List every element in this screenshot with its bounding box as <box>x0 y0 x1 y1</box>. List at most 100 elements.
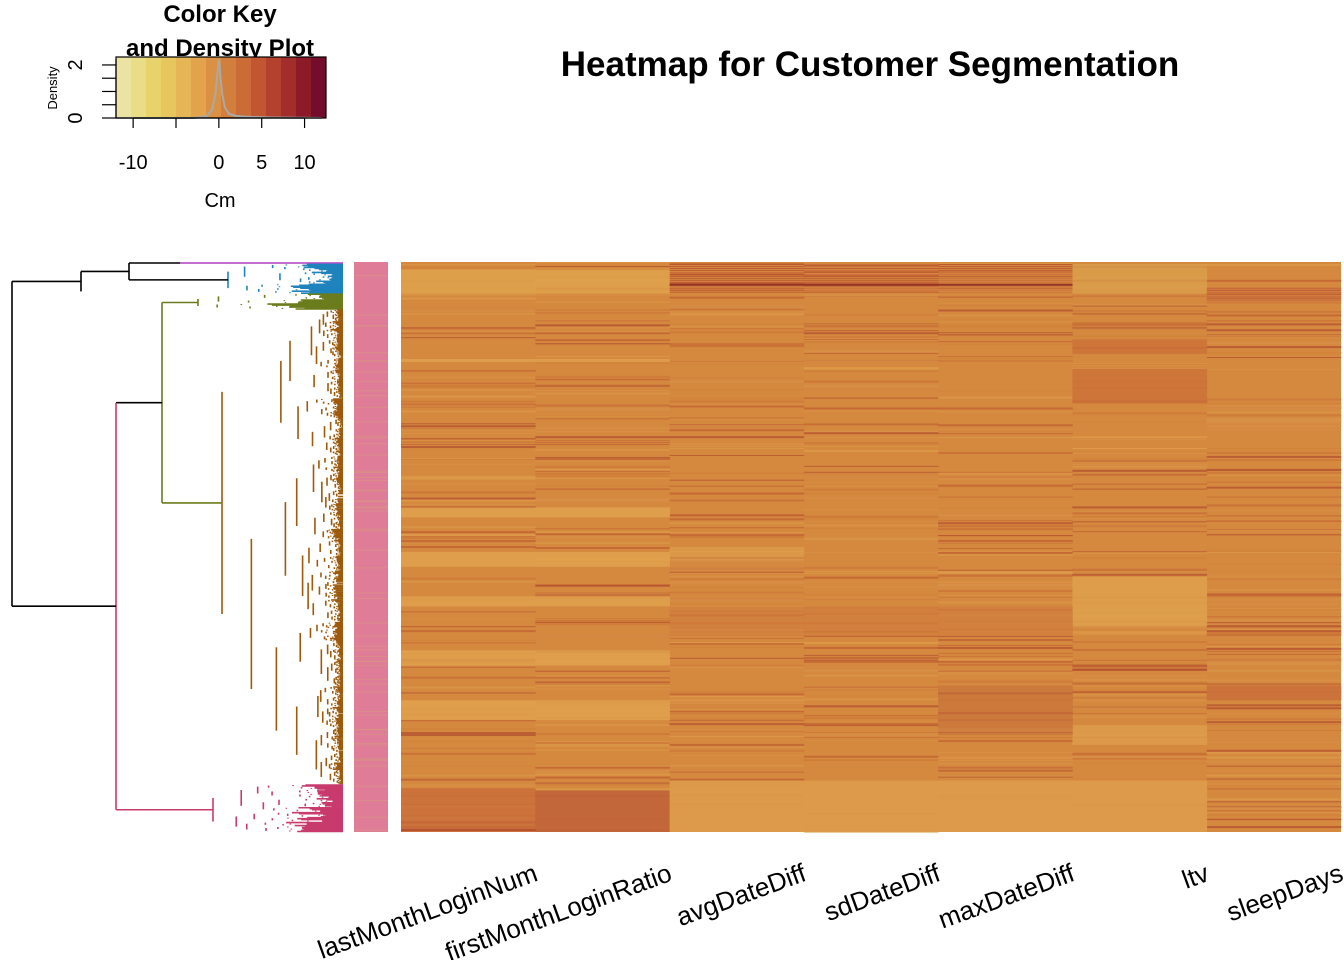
heatmap-cell-band <box>938 636 1073 638</box>
heatmap-cell-band <box>1206 593 1342 595</box>
heatmap-cell-band <box>401 618 536 620</box>
heatmap-cell-band <box>401 429 536 432</box>
heatmap-cell-band <box>669 642 805 645</box>
heatmap-cell-band <box>1072 412 1208 415</box>
heatmap-cell-band <box>401 580 536 583</box>
heatmap-cell-band <box>535 764 670 767</box>
heatmap-cell-band <box>1072 452 1208 454</box>
heatmap-cell-band <box>803 524 939 527</box>
heatmap-cell-band <box>1206 563 1342 565</box>
heatmap-cell-band <box>535 650 670 666</box>
heatmap-cell-band <box>1072 757 1208 760</box>
heatmap-cell-band <box>401 438 536 440</box>
heatmap-cell-band <box>669 736 805 737</box>
heatmap-cell-band <box>535 782 670 785</box>
heatmap-cell-band <box>669 485 805 487</box>
heatmap-cell-band <box>401 497 536 500</box>
heatmap-cell-band <box>803 270 939 272</box>
heatmap-cell-band <box>535 744 670 747</box>
heatmap-cell-band <box>938 343 1073 346</box>
heatmap-cell-band <box>1206 452 1342 454</box>
heatmap-cell-band <box>669 281 805 283</box>
heatmap-cell-band <box>803 757 939 760</box>
heatmap-cell-band <box>938 514 1073 517</box>
heatmap-cell-band <box>803 509 939 511</box>
heatmap-cell-band <box>1072 659 1208 661</box>
heatmap-cell-band <box>669 536 805 539</box>
heatmap-cell-band <box>401 507 536 518</box>
heatmap-cell-band <box>803 685 939 687</box>
heatmap-cell-band <box>669 514 805 517</box>
heatmap-cell-band <box>803 475 939 478</box>
heatmap-cell-band <box>535 384 670 386</box>
heatmap-cell-band <box>401 463 536 465</box>
heatmap-cell-band <box>535 417 670 420</box>
heatmap-cell-band <box>1072 633 1208 636</box>
heatmap-cell-band <box>401 475 536 477</box>
heatmap-cell-band <box>1072 665 1208 668</box>
row-side-color-stripe <box>354 714 388 716</box>
heatmap-cell-band <box>803 339 939 341</box>
heatmap-cell-band <box>535 294 670 296</box>
heatmap-cell-band <box>535 624 670 626</box>
heatmap-cell-band <box>535 594 670 596</box>
heatmap-cell-band <box>938 496 1073 498</box>
heatmap-cell-band <box>535 440 670 442</box>
heatmap-cell-band <box>1206 647 1342 650</box>
row-side-color-stripe <box>354 645 388 647</box>
heatmap-cell-band <box>1072 778 1208 780</box>
heatmap-cell-band <box>1072 324 1208 327</box>
heatmap-cell-band <box>1072 322 1208 325</box>
heatmap-cell-band <box>803 492 939 495</box>
heatmap-cell-band <box>669 598 805 601</box>
heatmap-cell-band <box>938 276 1073 278</box>
heatmap-cell-band <box>1206 630 1342 633</box>
heatmap-cell-band <box>803 516 939 518</box>
heatmap-cell-band <box>1072 576 1208 627</box>
heatmap-cell-band <box>1206 414 1342 417</box>
heatmap-cell-band <box>535 456 670 458</box>
heatmap-cell-band <box>669 547 805 562</box>
row-dendrogram <box>11 262 343 833</box>
heatmap-cell-band <box>1206 334 1342 336</box>
color-key-band <box>311 57 327 118</box>
heatmap-cell-band <box>803 705 939 708</box>
heatmap-cell-band <box>535 528 670 530</box>
heatmap-cell-band <box>669 603 805 606</box>
heatmap-cell-band <box>401 596 536 607</box>
heatmap-cell-band <box>803 265 939 267</box>
heatmap-cell-band <box>535 773 670 776</box>
row-side-color-stripe <box>354 470 388 472</box>
heatmap-cell-band <box>938 326 1073 329</box>
heatmap-cell-band <box>938 471 1073 473</box>
heatmap-cell-band <box>535 507 670 518</box>
color-key-x-tick-label: -10 <box>119 152 148 174</box>
heatmap-cell-band <box>938 285 1073 287</box>
heatmap-cell-band <box>938 476 1073 478</box>
heatmap-cell-band <box>535 324 670 327</box>
heatmap-cell-band <box>1206 458 1342 461</box>
heatmap-cell-band <box>1206 785 1342 787</box>
heatmap-cell-band <box>669 323 805 326</box>
heatmap-cell-band <box>1072 552 1208 554</box>
heatmap-cell-band <box>1206 669 1342 672</box>
heatmap-cell-band <box>1206 405 1342 408</box>
heatmap-cell-band <box>938 283 1073 286</box>
color-key-band <box>296 57 312 118</box>
heatmap-cell-band <box>535 788 670 791</box>
heatmap-cell-band <box>1206 806 1342 809</box>
heatmap-cell-band <box>938 433 1073 435</box>
heatmap-cell-band <box>1072 693 1208 696</box>
heatmap-cell-band <box>1072 697 1208 699</box>
heatmap-cell-band <box>1206 707 1342 710</box>
heatmap-cell-band <box>535 547 670 549</box>
heatmap-cells <box>401 262 1342 833</box>
heatmap-cell-band <box>1206 770 1342 772</box>
heatmap-cell-band <box>535 301 670 303</box>
row-side-color-stripe <box>354 506 388 508</box>
heatmap-cell-band <box>669 262 805 264</box>
heatmap-cell-band <box>1206 721 1342 724</box>
heatmap-cell-band <box>938 550 1073 552</box>
heatmap-cell-band <box>938 269 1073 271</box>
heatmap-cell-band <box>1206 468 1342 471</box>
